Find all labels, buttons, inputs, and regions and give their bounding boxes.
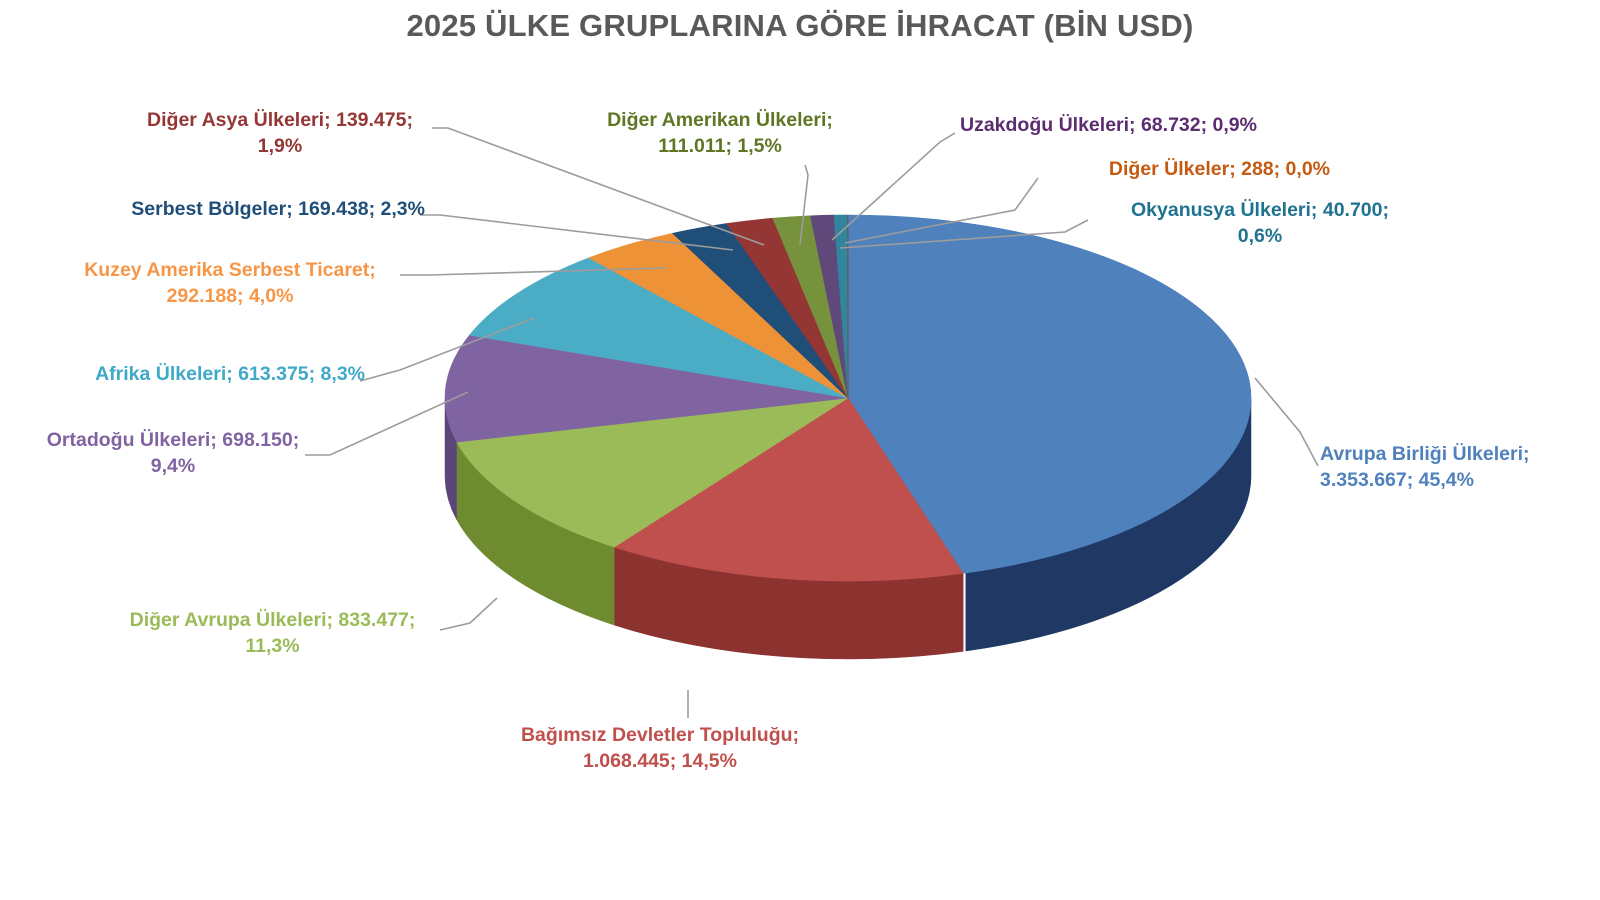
pie-slice-avrupa-birligi[interactable] xyxy=(847,214,1252,574)
pie-slice-diger-avrupa[interactable] xyxy=(456,397,849,548)
leader-line-ortadogu xyxy=(305,391,469,456)
slice-label-ortadogu: Ortadoğu Ülkeleri; 698.150; 9,4% xyxy=(46,429,300,477)
leader-line-diger-avrupa xyxy=(439,597,498,631)
leader-line-okyanusya xyxy=(839,219,1089,249)
slice-label-diger-amerikan: Diğer Amerikan Ülkeleri; 111.011; 1,5% xyxy=(607,109,833,157)
slice-label-diger-ulkeler: Diğer Ülkeler; 288; 0,0% xyxy=(1108,158,1330,180)
slice-label-diger-asya: Diğer Asya Ülkeleri; 139.475; 1,9% xyxy=(147,109,413,157)
slice-label-kuzey-amerika: Kuzey Amerika Serbest Ticaret; 292.188; … xyxy=(84,259,376,307)
leader-line-diger-ulkeler xyxy=(844,177,1039,244)
slice-label-diger-avrupa: Diğer Avrupa Ülkeleri; 833.477; 11,3% xyxy=(129,609,416,657)
slice-label-afrika: Afrika Ülkeleri; 613.375; 8,3% xyxy=(95,363,365,385)
leader-line-kuzey-amerika xyxy=(400,267,667,276)
leader-line-afrika xyxy=(359,317,535,382)
slice-label-avrupa-birligi: Avrupa Birliği Ülkeleri; 3.353.667; 45,4… xyxy=(1320,443,1530,491)
leader-line-uzakdogu xyxy=(831,132,956,241)
leader-line-diger-amerikan xyxy=(799,164,809,246)
slice-label-serbest-bolgeler: Serbest Bölgeler; 169.438; 2,3% xyxy=(131,198,425,220)
leader-line-serbest-bolgeler xyxy=(420,214,734,251)
leader-line-diger-asya xyxy=(432,127,765,246)
slice-label-uzakdogu: Uzakdoğu Ülkeleri; 68.732; 0,9% xyxy=(960,114,1257,136)
slice-label-okyanusya: Okyanusya Ülkeleri; 40.700; 0,6% xyxy=(1131,199,1389,247)
slice-label-bagimsiz-devletler: Bağımsız Devletler Topluluğu; 1.068.445;… xyxy=(520,724,800,772)
leader-line-avrupa-birligi xyxy=(1254,377,1319,467)
chart-title: 2025 ÜLKE GRUPLARINA GÖRE İHRACAT (BİN U… xyxy=(406,8,1194,43)
pie-slice-afrika[interactable] xyxy=(468,257,849,399)
pie-slice-ortadogu[interactable] xyxy=(444,334,849,443)
pie-slice-bagimsiz-devletler[interactable] xyxy=(613,397,964,582)
